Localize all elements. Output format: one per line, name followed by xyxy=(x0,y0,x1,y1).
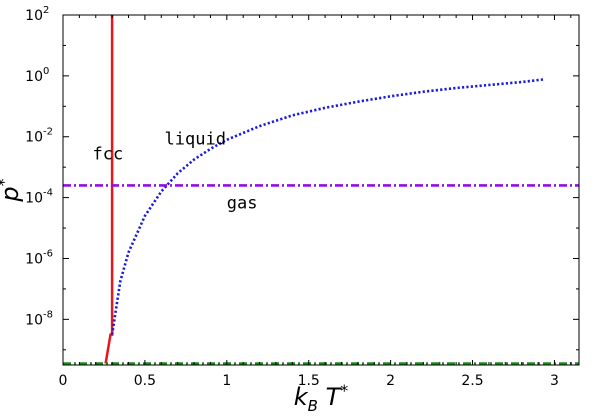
region-labels: fcc liquid gas xyxy=(92,129,257,213)
y-axis-label-superscript: * xyxy=(0,178,13,186)
x-tick-label: 1.5 xyxy=(298,373,320,389)
y-tick-base: 10 xyxy=(25,130,43,146)
x-axis-label-var: T xyxy=(318,383,343,411)
x-tick-label: 2 xyxy=(386,373,395,389)
x-axis-label-subscript: B xyxy=(308,397,318,415)
melting-line-0 xyxy=(104,15,114,364)
axis-ticks xyxy=(62,14,579,365)
x-axis-label: kB T* xyxy=(294,381,349,415)
region-label-fcc: fcc xyxy=(92,145,123,165)
y-tick-base: 10 xyxy=(25,312,43,328)
y-tick-label: 10 xyxy=(25,312,43,328)
y-axis-label-main: p xyxy=(0,186,24,202)
x-axis-label-main: k xyxy=(294,383,309,411)
x-tick-label: 2.5 xyxy=(461,373,483,389)
y-tick-base: 10 xyxy=(25,8,43,24)
x-tick-label: 0.5 xyxy=(134,373,156,389)
vapor-pressure-curve-1 xyxy=(110,78,544,335)
y-tick-exponent: -8 xyxy=(43,309,53,320)
plot-frame xyxy=(62,14,580,366)
region-label-gas: gas xyxy=(227,193,258,213)
y-tick-base: 10 xyxy=(25,69,43,85)
y-tick-exponent: 2 xyxy=(43,5,49,16)
y-tick-base: 10 xyxy=(25,251,43,267)
region-label-liquid: liquid xyxy=(165,129,226,149)
y-tick-exponent: -6 xyxy=(43,248,53,259)
y-axis-label: p* xyxy=(0,178,24,202)
y-tick-exponent: -2 xyxy=(43,127,53,138)
y-tick-exponent: 0 xyxy=(43,66,49,77)
x-tick-label: 0 xyxy=(59,373,68,389)
y-tick-label: 10 xyxy=(25,69,43,85)
data-series-group xyxy=(63,15,579,365)
y-tick-exponent: -4 xyxy=(43,188,53,199)
y-tick-label: 10 xyxy=(25,191,43,207)
y-tick-label: 10 xyxy=(25,251,43,267)
y-tick-base: 10 xyxy=(25,191,43,207)
y-tick-label: 10 xyxy=(25,8,43,24)
y-tick-label: 10 xyxy=(25,130,43,146)
x-tick-label: 3 xyxy=(550,373,559,389)
x-axis-label-superscript: * xyxy=(340,381,348,400)
x-tick-label: 1 xyxy=(222,373,231,389)
